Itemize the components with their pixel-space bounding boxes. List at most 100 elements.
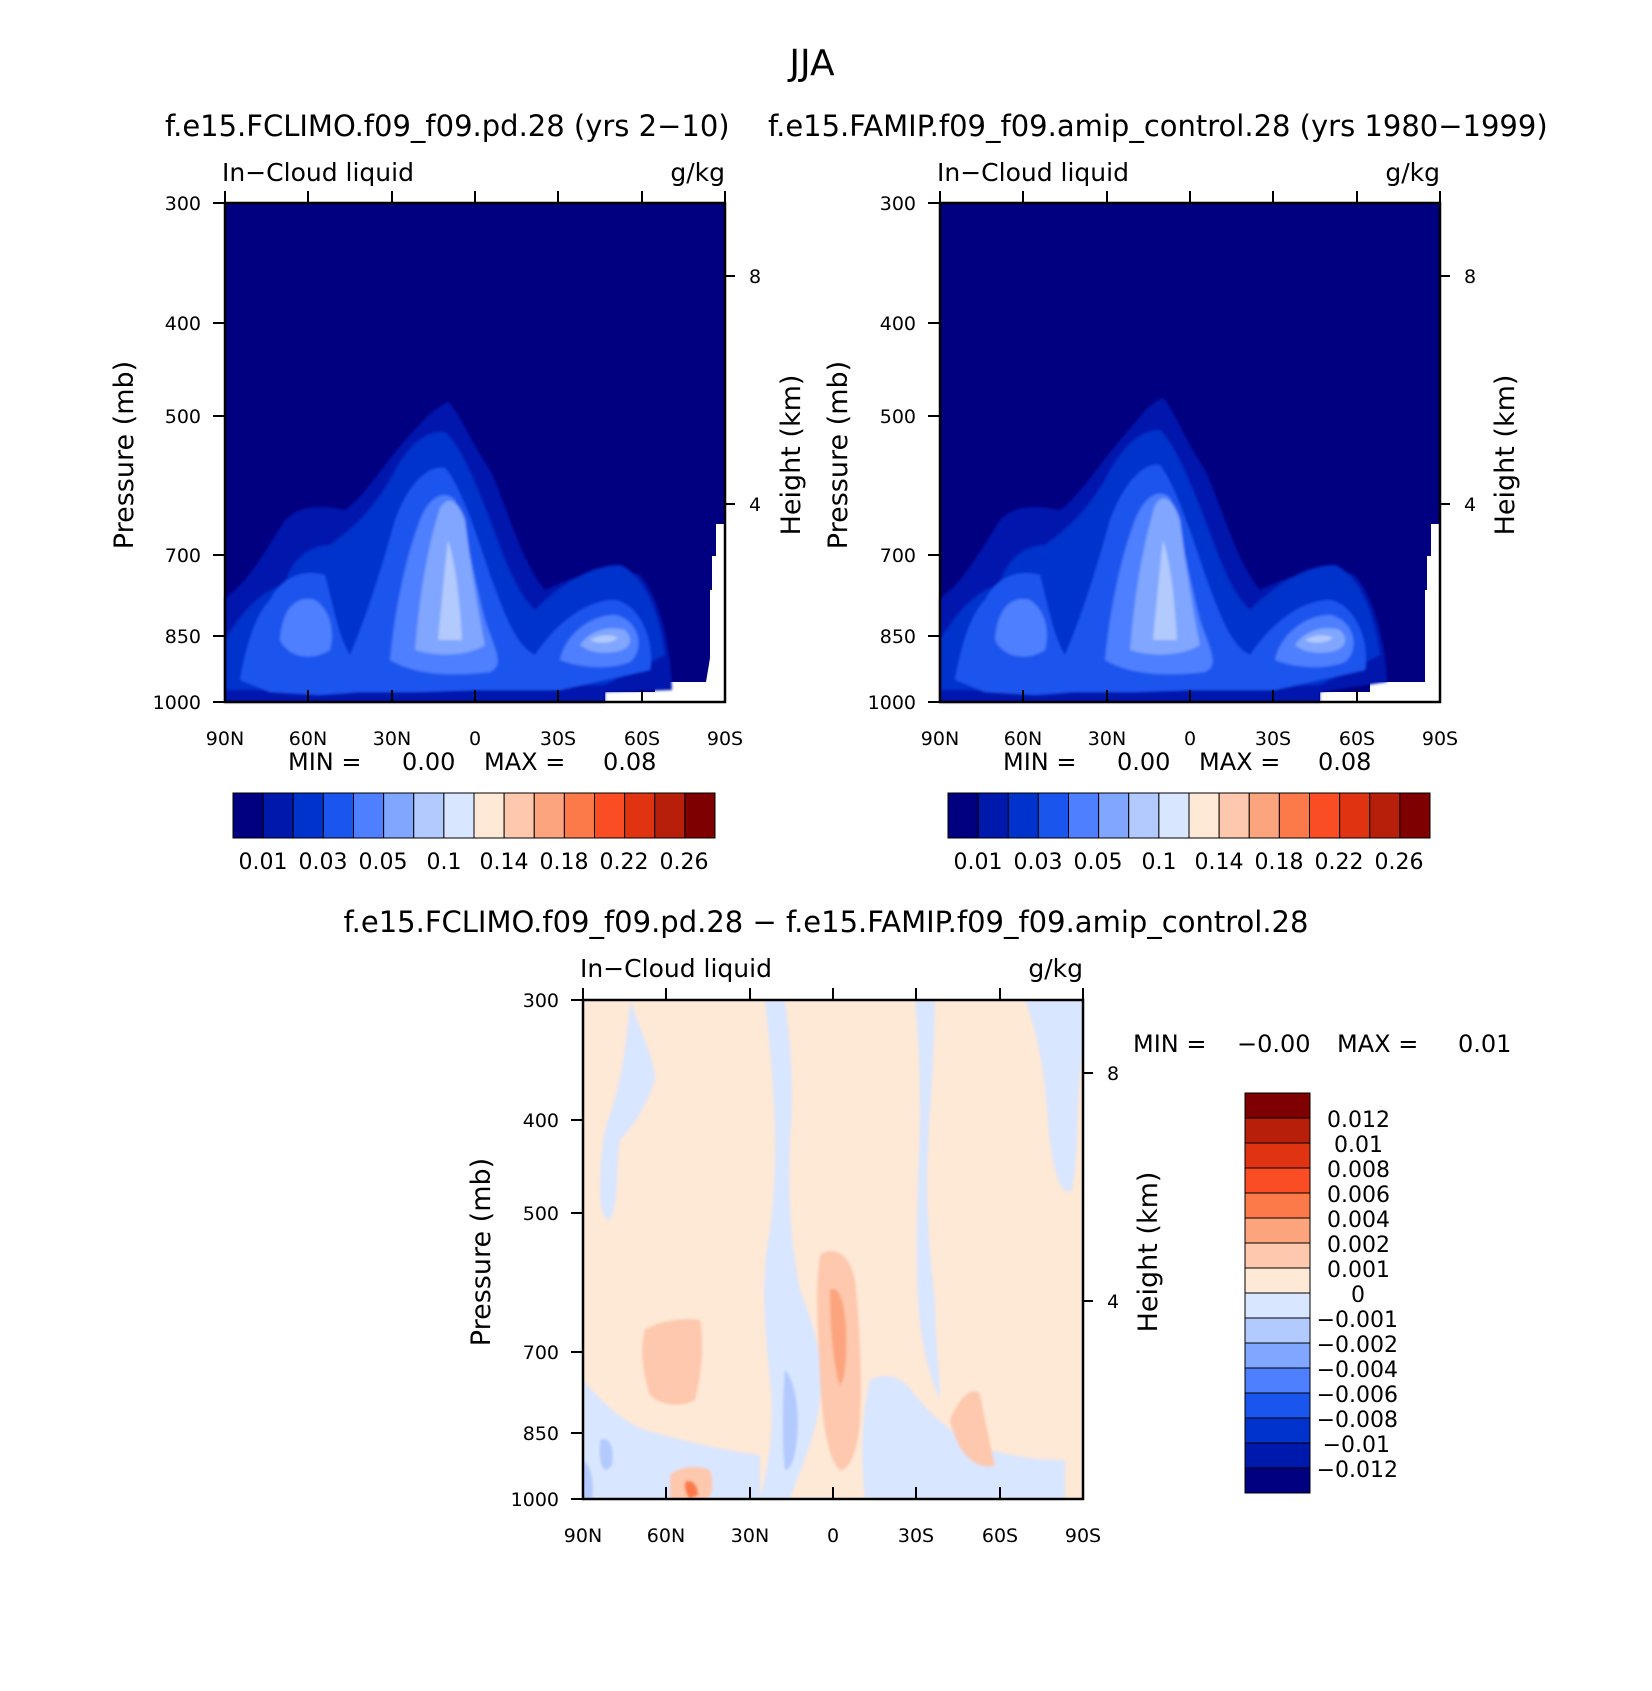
colorbar-tick-label: 0.18 xyxy=(540,850,589,875)
colorbar-swatch xyxy=(1098,792,1130,839)
colorbar-swatch xyxy=(684,792,716,839)
min-max-readout: MIN = −0.00 MAX = 0.01 xyxy=(1133,1030,1511,1058)
colorbar-swatch xyxy=(1244,1242,1311,1269)
y-tick-label: 500 xyxy=(880,406,916,428)
y-tick-label: 850 xyxy=(165,626,201,648)
colorbar-swatch xyxy=(1244,1092,1311,1119)
y-right-axis-label: Height (km) xyxy=(1133,1172,1164,1333)
colorbar-swatch xyxy=(1399,792,1431,839)
colorbar-tick-label: 0.18 xyxy=(1255,850,1304,875)
unit-label: g/kg xyxy=(1028,954,1083,983)
colorbar-tick-label: 0.01 xyxy=(954,850,1003,875)
y-tick-label: 400 xyxy=(165,313,201,335)
colorbar-tick-label: 0 xyxy=(1351,1283,1365,1308)
x-tick-label: 30S xyxy=(1255,728,1291,750)
contour-layers xyxy=(225,402,672,702)
field-label: In−Cloud liquid xyxy=(937,158,1129,187)
contour-field xyxy=(225,203,725,702)
contour-neg-0.002 xyxy=(599,1439,613,1470)
colorbar-tick-label: 0.1 xyxy=(1142,850,1177,875)
colorbar-swatch xyxy=(1007,792,1039,839)
contour-neg-0.002 xyxy=(782,1370,798,1470)
colorbar xyxy=(232,792,716,839)
colorbar-swatch xyxy=(322,792,354,839)
y-tick-label: 850 xyxy=(880,626,916,648)
colorbar-tick-label: 0.1 xyxy=(427,850,462,875)
colorbar-swatch xyxy=(947,792,979,839)
y-tick-label: 1000 xyxy=(868,692,916,714)
y-right-tick-label: 4 xyxy=(1107,1291,1119,1313)
colorbar-swatch xyxy=(1244,1317,1311,1344)
colorbar-swatch xyxy=(503,792,535,839)
colorbar-swatch xyxy=(1244,1342,1311,1369)
contour-0.001 xyxy=(950,1391,995,1467)
colorbar-tick-label: −0.006 xyxy=(1317,1383,1398,1408)
colorbar-swatch xyxy=(1244,1167,1311,1194)
unit-label: g/kg xyxy=(1385,158,1440,187)
y-tick-label: 700 xyxy=(165,545,201,567)
x-axis-ticks xyxy=(582,988,1084,1499)
contour-0.001 xyxy=(642,1319,703,1405)
colorbar-tick-label: −0.01 xyxy=(1323,1433,1390,1458)
y-tick-label: 300 xyxy=(165,193,201,215)
x-tick-label: 60S xyxy=(624,728,660,750)
contour-field xyxy=(940,203,1440,702)
contour-0.09 xyxy=(438,540,618,643)
x-tick-labels: 90N 60N 30N 0 30S 60S 90S xyxy=(206,728,743,750)
y-right-axis-label: Height (km) xyxy=(1490,375,1521,536)
colorbar-swatch xyxy=(1244,1267,1311,1294)
unit-label: g/kg xyxy=(670,158,725,187)
contour-0.07 xyxy=(1130,498,1346,655)
colorbar-tick-label: 0.012 xyxy=(1327,1108,1390,1133)
colorbar-tick-label: 0.002 xyxy=(1327,1233,1390,1258)
colorbar-tick-label: 0.006 xyxy=(1327,1183,1390,1208)
colorbar-tick-label: 0.14 xyxy=(1195,850,1244,875)
colorbar-swatch xyxy=(1244,1417,1311,1444)
colorbar-swatch xyxy=(1278,792,1310,839)
missing-data-region xyxy=(605,524,725,702)
colorbar-tick-label: 0.01 xyxy=(239,850,288,875)
colorbar-swatch xyxy=(1188,792,1220,839)
x-tick-label: 90S xyxy=(1065,1525,1101,1547)
y-right-tick-label: 4 xyxy=(1464,494,1476,516)
panel-amip: f.e15.FAMIP.f09_f09.amip_control.28 (yrs… xyxy=(768,109,1548,875)
x-tick-label: 60S xyxy=(1339,728,1375,750)
contour-neg-0.001 xyxy=(1025,1000,1083,1192)
min-value: −0.00 xyxy=(1237,1030,1311,1058)
colorbar-swatch xyxy=(1037,792,1069,839)
y-right-tick-label: 8 xyxy=(749,266,761,288)
y-tick-label: 500 xyxy=(523,1203,559,1225)
colorbar-tick-label: 0.26 xyxy=(660,850,709,875)
field-label: In−Cloud liquid xyxy=(580,954,772,983)
colorbar-tick-label: −0.004 xyxy=(1317,1358,1398,1383)
colorbar-swatch xyxy=(1244,1467,1311,1494)
colorbar-tick-label: 0.03 xyxy=(299,850,348,875)
colorbar-swatch xyxy=(1244,1142,1311,1169)
y-axis-ticks xyxy=(928,202,1450,703)
y-right-tick-label: 4 xyxy=(749,494,761,516)
contour-neg-0.001 xyxy=(760,1000,822,1499)
x-tick-label: 90N xyxy=(564,1525,602,1547)
y-axis-ticks xyxy=(213,202,735,703)
colorbar-swatch xyxy=(563,792,595,839)
min-max-readout: MIN = 0.00 MAX = 0.08 xyxy=(1003,748,1371,776)
x-tick-label: 60N xyxy=(1004,728,1042,750)
x-tick-label: 90S xyxy=(707,728,743,750)
min-label: MIN = xyxy=(288,748,361,776)
colorbar-tick-label: −0.001 xyxy=(1317,1308,1398,1333)
contour-layers xyxy=(940,398,1387,702)
contour-0.002 xyxy=(830,1289,847,1385)
contour-neg-0.001 xyxy=(915,1000,940,1399)
colorbar-swatch xyxy=(1244,1117,1311,1144)
field-label: In−Cloud liquid xyxy=(222,158,414,187)
x-tick-label: 60S xyxy=(982,1525,1018,1547)
x-tick-label: 0 xyxy=(469,728,481,750)
colorbar-swatch xyxy=(1244,1392,1311,1419)
x-tick-label: 90N xyxy=(921,728,959,750)
contour-neg-0.002 xyxy=(583,1460,593,1499)
colorbar-tick-label: 0.22 xyxy=(1315,850,1364,875)
colorbar-swatch xyxy=(353,792,385,839)
y-axis-ticks xyxy=(571,999,1093,1500)
min-label: MIN = xyxy=(1133,1030,1206,1058)
colorbar-tick-label: 0.26 xyxy=(1375,850,1424,875)
